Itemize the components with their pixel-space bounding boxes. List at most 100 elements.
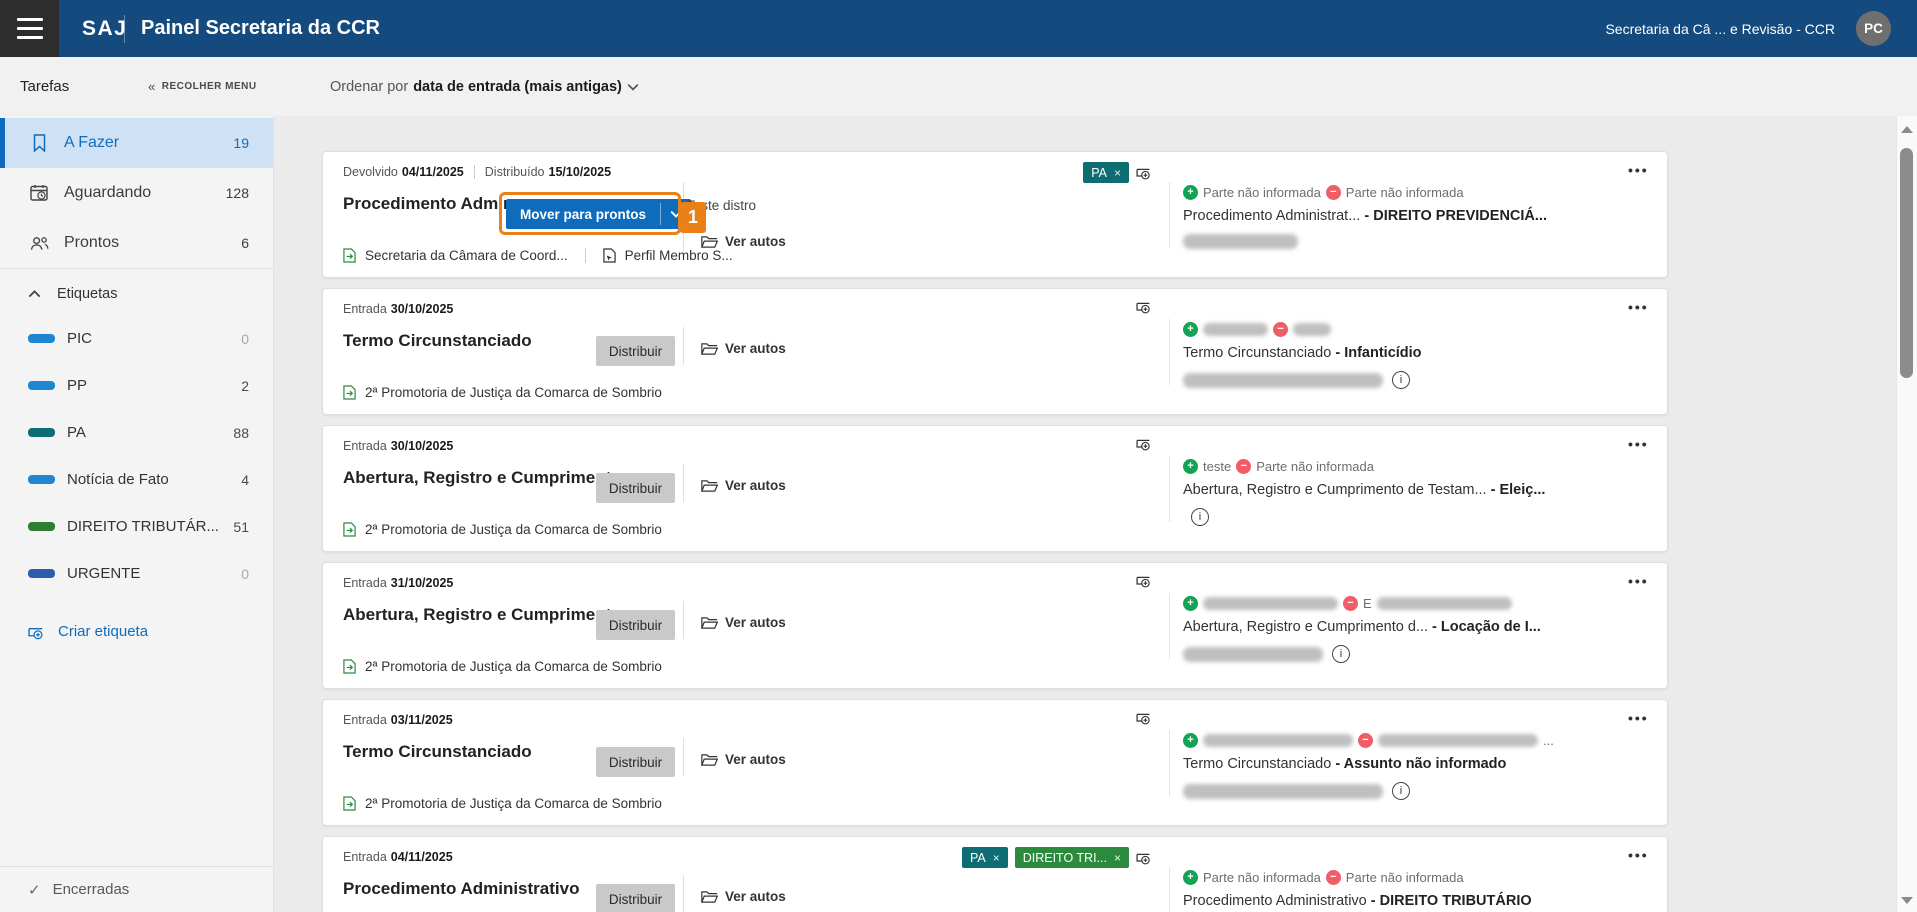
more-options-button[interactable]: ••• [1628, 573, 1649, 589]
card-meta: Entrada 31/10/2025 [343, 576, 453, 590]
pane-divider [1169, 730, 1170, 796]
more-options-button[interactable]: ••• [1628, 710, 1649, 726]
labels-section-toggle[interactable]: Etiquetas [0, 273, 273, 315]
info-icon[interactable]: i [1392, 782, 1410, 800]
scrollbar-thumb[interactable] [1900, 148, 1913, 378]
add-tag-icon[interactable] [1136, 573, 1154, 588]
annotation-badge-1: 1 [680, 202, 706, 233]
view-case-files-link[interactable]: Ver autos [701, 889, 786, 904]
view-case-files-link[interactable]: Ver autos [701, 341, 786, 356]
add-tag-icon[interactable] [1136, 436, 1154, 451]
hamburger-menu-icon[interactable] [0, 0, 59, 57]
meta-label: Distribuído [484, 165, 545, 179]
close-icon[interactable]: × [1113, 165, 1121, 180]
origin-row: 2ª Promotoria de Justiça da Comarca de S… [343, 385, 662, 400]
closed-tasks-label: Encerradas [52, 881, 130, 898]
party-minus-name: Parte não informada [1345, 185, 1464, 200]
scroll-down-arrow[interactable] [1901, 897, 1913, 904]
view-case-files-link[interactable]: Ver autos [701, 752, 786, 767]
close-icon[interactable]: × [992, 850, 1000, 865]
view-case-files-link[interactable]: Ver autos [701, 478, 786, 493]
label-item-urgente[interactable]: URGENTE 0 [0, 550, 273, 597]
page-title: Painel Secretaria da CCR [141, 17, 380, 39]
sidebar-item-count: 6 [241, 235, 249, 251]
folder-icon [701, 342, 718, 355]
distribute-button[interactable]: Distribuir [596, 884, 675, 912]
document-forward-icon [343, 522, 356, 537]
header-divider [124, 15, 125, 43]
closed-tasks-toggle[interactable]: ✓ Encerradas [0, 866, 273, 912]
redacted-text [1293, 323, 1331, 336]
tag-direito-tributario[interactable]: DIREITO TRI... × [1014, 847, 1129, 868]
label-item-pic[interactable]: PIC 0 [0, 315, 273, 362]
create-label-text: Criar etiqueta [58, 623, 149, 640]
meta-date: 03/11/2025 [390, 713, 453, 727]
add-tag-icon[interactable] [1136, 710, 1154, 725]
distribute-button[interactable]: Distribuir [596, 610, 675, 640]
collapse-menu-button[interactable]: « RECOLHER MENU [148, 57, 257, 116]
tag-pa[interactable]: PA × [1083, 162, 1129, 183]
more-options-button[interactable]: ••• [1628, 847, 1649, 863]
label-item-direito-tributario[interactable]: DIREITO TRIBUTÁR... 51 [0, 503, 273, 550]
distribute-button[interactable]: Distribuir [596, 747, 675, 777]
view-case-files-link[interactable]: Ver autos [701, 615, 786, 630]
meta-date: 31/10/2025 [390, 576, 454, 590]
origin-label[interactable]: 2ª Promotoria de Justiça da Comarca de S… [365, 385, 662, 400]
sidebar-item-a-fazer[interactable]: A Fazer 19 [0, 118, 273, 168]
card-title: Abertura, Registro e Cumprimento ... [343, 605, 641, 624]
card-meta: Entrada 04/11/2025 [343, 850, 453, 864]
distribute-button[interactable]: Distribuir [596, 473, 675, 503]
case-summary: Procedimento Administrat... - DIREITO PR… [1183, 208, 1547, 224]
close-icon[interactable]: × [1113, 850, 1121, 865]
add-tag-icon[interactable] [1136, 850, 1154, 865]
user-scope-label: Secretaria da Câ ... e Revisão - CCR [1605, 20, 1835, 37]
origin-label[interactable]: 2ª Promotoria de Justiça da Comarca de S… [365, 796, 662, 811]
avatar[interactable]: PC [1856, 11, 1891, 46]
origin-divider [584, 248, 586, 263]
meta-label: Entrada [343, 302, 387, 316]
task-card: Devolvido 04/11/2025 Distribuído 15/10/202… [322, 151, 1668, 278]
info-icon[interactable]: i [1191, 508, 1209, 526]
info-icon[interactable]: i [1332, 645, 1350, 663]
origin-row: 2ª Promotoria de Justiça da Comarca de S… [343, 522, 662, 537]
tag-area: PA × [1083, 162, 1154, 183]
case-number-row [1183, 234, 1298, 249]
more-options-button[interactable]: ••• [1628, 299, 1649, 315]
origin-label[interactable]: 2ª Promotoria de Justiça da Comarca de S… [365, 522, 662, 537]
sidebar-item-prontos[interactable]: Prontos 6 [0, 218, 273, 268]
origin-label[interactable]: Perfil Membro S... [624, 248, 733, 263]
tag-text: PA [1091, 165, 1107, 180]
sidebar-item-label: Prontos [64, 234, 120, 251]
card-title: Procedimento Admin... [343, 194, 528, 213]
view-case-files-label: Ver autos [725, 752, 786, 767]
sort-prefix: Ordenar por [330, 78, 409, 95]
sidebar-item-aguardando[interactable]: Aguardando 128 [0, 168, 273, 218]
folder-icon [701, 753, 718, 766]
add-tag-icon[interactable] [1136, 165, 1154, 180]
distribute-button[interactable]: Distribuir [596, 336, 675, 366]
chevron-down-icon [627, 83, 639, 91]
scroll-up-arrow[interactable] [1901, 126, 1913, 133]
label-item-noticia-de-fato[interactable]: Notícia de Fato 4 [0, 456, 273, 503]
label-item-pa[interactable]: PA 88 [0, 409, 273, 456]
card-title: Termo Circunstanciado [343, 742, 532, 761]
tag-pa[interactable]: PA × [961, 847, 1008, 868]
label-item-pp[interactable]: PP 2 [0, 362, 273, 409]
move-to-ready-button[interactable]: Mover para prontos [506, 199, 692, 229]
more-options-button[interactable]: ••• [1628, 436, 1649, 452]
add-tag-icon[interactable] [1136, 299, 1154, 314]
tag-area [1136, 710, 1154, 725]
people-icon [28, 235, 50, 251]
label-count: 0 [241, 330, 249, 347]
sort-dropdown[interactable]: Ordenar por data de entrada (mais antiga… [330, 57, 639, 116]
more-options-button[interactable]: ••• [1628, 162, 1649, 178]
origin-label[interactable]: 2ª Promotoria de Justiça da Comarca de S… [365, 659, 662, 674]
info-icon[interactable]: i [1392, 371, 1410, 389]
tag-text: PA [969, 850, 986, 865]
create-label-button[interactable]: Criar etiqueta [0, 609, 273, 654]
case-class: Procedimento Administrat... [1183, 208, 1361, 224]
origin-label[interactable]: Secretaria da Câmara de Coord... [365, 248, 568, 263]
view-case-files-link[interactable]: Ver autos [701, 234, 786, 249]
origin-row: 2ª Promotoria de Justiça da Comarca de S… [343, 796, 662, 811]
